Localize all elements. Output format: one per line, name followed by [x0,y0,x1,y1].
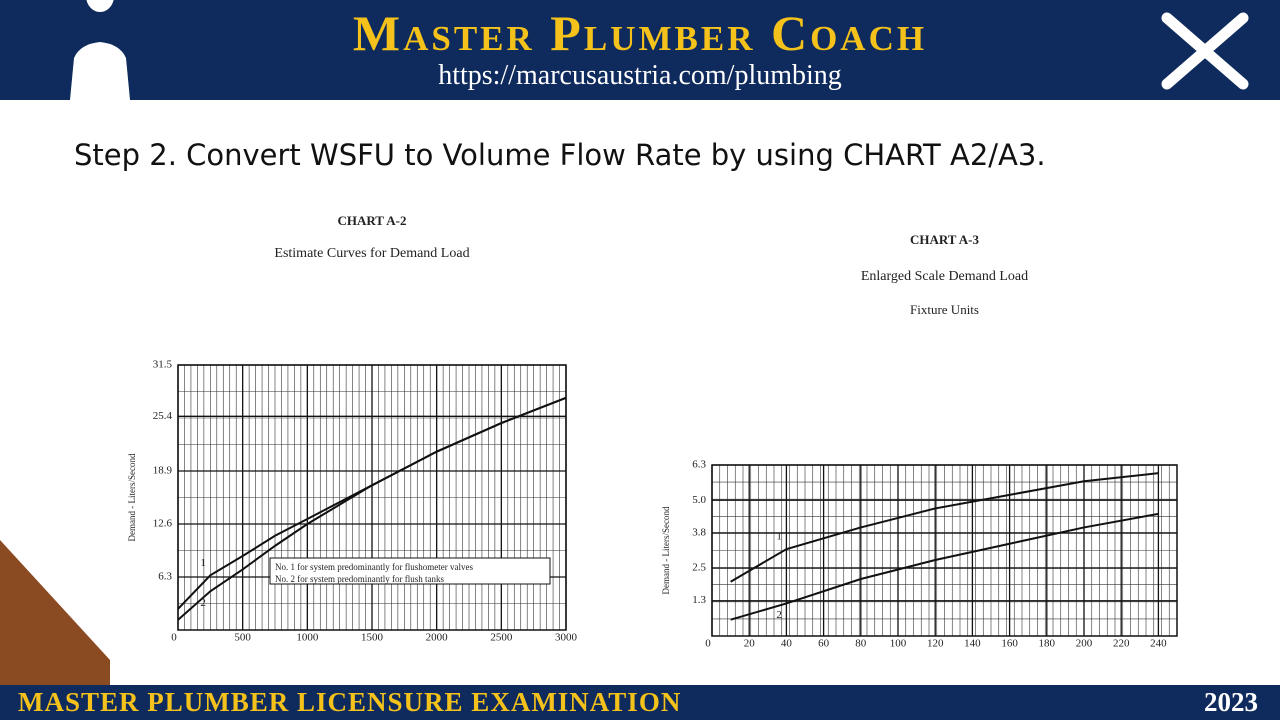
curve [730,512,1159,621]
y-tick-label: 25.4 [153,410,173,422]
plumber-icon [70,0,130,100]
charts: CHART A-2 Estimate Curves for Demand Load… [0,213,1178,685]
header-title: Master Plumber Coach [352,5,928,61]
chart-subtitle: Estimate Curves for Demand Load [274,246,469,261]
x-tick-label: 160 [1001,638,1018,650]
curve [177,396,567,621]
step-text: Step 2. Convert WSFU to Volume Flow Rate… [74,138,1046,172]
chart-subtitle: Enlarged Scale Demand Load [861,269,1028,284]
header-url: https://marcusaustria.com/plumbing [438,60,842,91]
footer-band: MASTER PLUMBER LICENSURE EXAMINATION 202… [0,685,1280,720]
y-tick-label: 6.3 [158,571,172,583]
x-tick-label: 2500 [490,632,513,644]
x-tick-label: 1500 [361,632,384,644]
x-tick-label: 100 [890,638,907,650]
curve-label: 2 [776,609,782,621]
y-axis-label: Demand - Liters/Second [661,506,671,594]
x-tick-label: 3000 [555,632,578,644]
y-tick-label: 18.9 [153,465,173,477]
x-tick-label: 80 [855,638,867,650]
legend-entry: No. 2 for system predominantly for flush… [275,574,444,584]
x-tick-label: 180 [1039,638,1056,650]
tools-icon [1161,12,1249,90]
x-tick-label: 0 [705,638,711,650]
x-tick-label: 2000 [426,632,449,644]
x-tick-label: 1000 [296,632,319,644]
x-tick-label: 120 [927,638,944,650]
y-axis-label: Demand - Liters/Second [127,453,137,541]
curve-label: 2 [200,597,206,609]
x-tick-label: 60 [818,638,830,650]
x-tick-label: 20 [744,638,756,650]
y-tick-label: 3.8 [692,526,706,538]
x-tick-label: 40 [781,638,793,650]
x-tick-label: 240 [1150,638,1167,650]
curve [730,472,1159,583]
pipe-decoration [0,540,110,685]
chart-title: CHART A-2 [337,213,406,228]
x-tick-label: 0 [171,632,177,644]
x-tick-label: 140 [964,638,981,650]
header-band: Master Plumber Coach https://marcusaustr… [0,0,1280,100]
y-tick-label: 31.5 [153,359,173,371]
y-tick-label: 1.3 [692,594,706,606]
y-tick-label: 12.6 [153,518,173,530]
x-tick-label: 220 [1113,638,1130,650]
legend-box [269,557,551,585]
x-axis-label: Fixture Units [910,302,979,317]
y-tick-label: 5.0 [692,494,706,506]
footer-year: 2023 [1204,687,1258,717]
chart-title: CHART A-3 [910,232,980,247]
y-tick-label: 6.3 [692,459,706,471]
y-tick-label: 2.5 [692,562,706,574]
curve-label: 1 [200,557,206,569]
footer-title: MASTER PLUMBER LICENSURE EXAMINATION [18,687,682,717]
x-tick-label: 500 [234,632,251,644]
legend-entry: No. 1 for system predominantly for flush… [275,562,473,572]
curve-label: 1 [776,531,782,543]
x-tick-label: 200 [1076,638,1093,650]
